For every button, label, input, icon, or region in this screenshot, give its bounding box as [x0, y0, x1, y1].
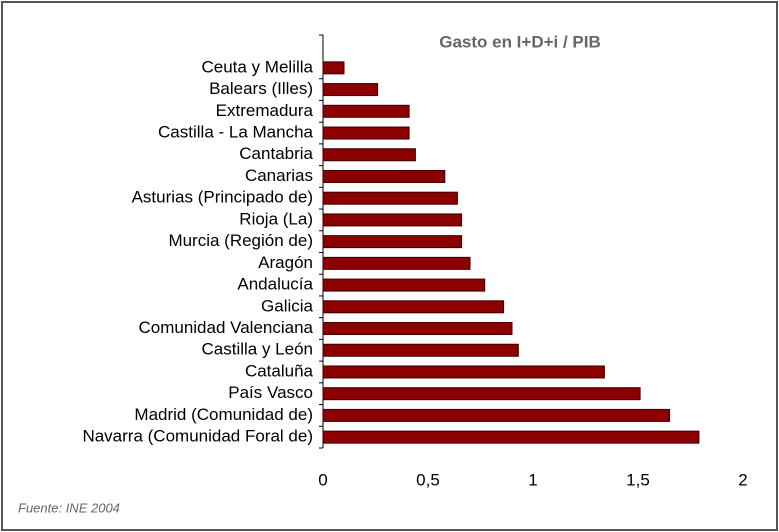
- y-tick-label: Madrid (Comunidad de): [134, 405, 313, 424]
- x-tick-label: 1,5: [626, 470, 650, 489]
- x-tick-label: 0: [318, 470, 327, 489]
- bar: [322, 191, 458, 205]
- y-tick-label: Balears (Illes): [209, 79, 313, 98]
- y-tick-label: Andalucía: [237, 275, 313, 294]
- bar: [322, 169, 446, 183]
- y-tick-label: Cataluña: [245, 361, 314, 380]
- y-tick-label: Galicia: [261, 296, 314, 315]
- y-tick-label: Murcia (Región de): [168, 231, 313, 250]
- bar: [322, 278, 486, 292]
- y-tick-label: Comunidad Valenciana: [138, 318, 313, 337]
- bar: [322, 126, 410, 140]
- y-tick-label: País Vasco: [228, 383, 313, 402]
- bar: [322, 430, 700, 444]
- y-tick-label: Castilla - La Mancha: [158, 123, 314, 142]
- bar: [322, 256, 471, 270]
- bar: [322, 61, 345, 75]
- x-tick-label: 0,5: [416, 470, 440, 489]
- y-tick-label: Cantabria: [239, 144, 313, 163]
- source-note: Fuente: INE 2004: [18, 500, 120, 515]
- bar: [322, 213, 463, 227]
- y-tick-label: Ceuta y Melilla: [202, 57, 314, 76]
- bar: [322, 322, 513, 336]
- bar: [322, 365, 605, 379]
- bar: [322, 408, 670, 422]
- bar: [322, 387, 641, 401]
- bar: [322, 104, 410, 118]
- chart-title: Gasto en I+D+i / PIB: [439, 32, 601, 51]
- bar: [322, 83, 379, 97]
- y-tick-label: Rioja (La): [239, 209, 313, 228]
- y-tick-label: Canarias: [245, 166, 313, 185]
- y-tick-label: Asturias (Principado de): [132, 188, 313, 207]
- bar: [322, 300, 505, 314]
- bar: [322, 235, 463, 249]
- y-tick-label: Navarra (Comunidad Foral de): [82, 427, 313, 446]
- y-tick-label: Castilla y León: [201, 340, 313, 359]
- y-tick-label: Extremadura: [216, 101, 314, 120]
- x-tick-label: 2: [738, 470, 747, 489]
- bar: [322, 148, 416, 162]
- bar: [322, 343, 519, 357]
- x-tick-label: 1: [528, 470, 537, 489]
- y-tick-label: Aragón: [258, 253, 313, 272]
